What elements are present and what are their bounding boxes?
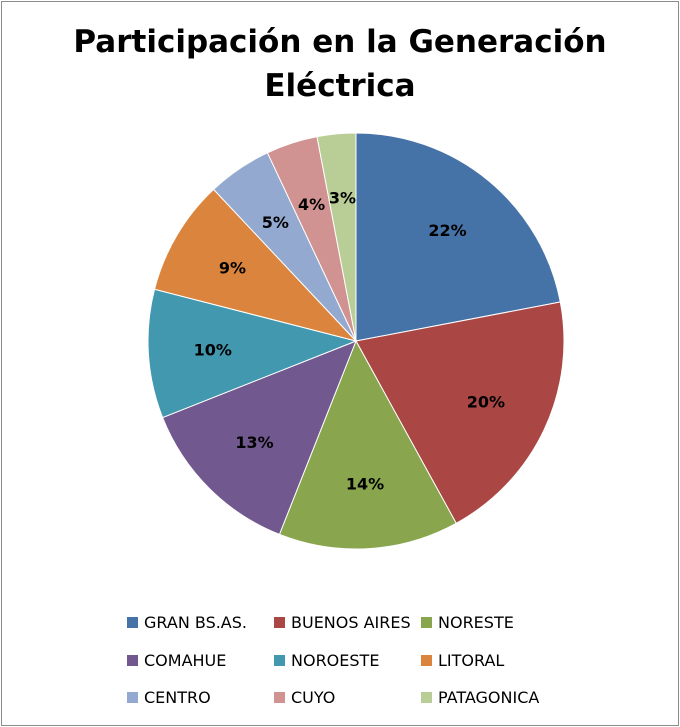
slice-label-gran-bs-as: 22%: [428, 221, 466, 240]
slice-label-patagonica: 3%: [329, 189, 356, 208]
chart-title-line-2: Eléctrica: [264, 68, 416, 104]
pie-slice-noroeste: [147, 288, 358, 419]
pie-slice-noreste: [278, 339, 457, 550]
chart-title: Participación en la Generación Eléctrica: [0, 20, 680, 108]
slice-label-buenos-aires: 20%: [467, 393, 505, 412]
pie-slice-gran-bs-as: [355, 132, 561, 342]
pie-slice-patagonica: [316, 132, 357, 342]
pie-slice-comahue: [161, 340, 357, 536]
slice-label-litoral: 9%: [219, 258, 246, 277]
slice-label-centro: 5%: [262, 213, 289, 232]
pie-slice-buenos-aires: [355, 301, 565, 524]
pie-slice-litoral: [153, 188, 358, 342]
slice-label-noroeste: 10%: [194, 341, 232, 360]
chart-title-line-1: Participación en la Generación: [73, 24, 607, 60]
slice-label-cuyo: 4%: [298, 195, 325, 214]
slice-label-noreste: 14%: [346, 475, 384, 494]
slice-label-comahue: 13%: [235, 433, 273, 452]
